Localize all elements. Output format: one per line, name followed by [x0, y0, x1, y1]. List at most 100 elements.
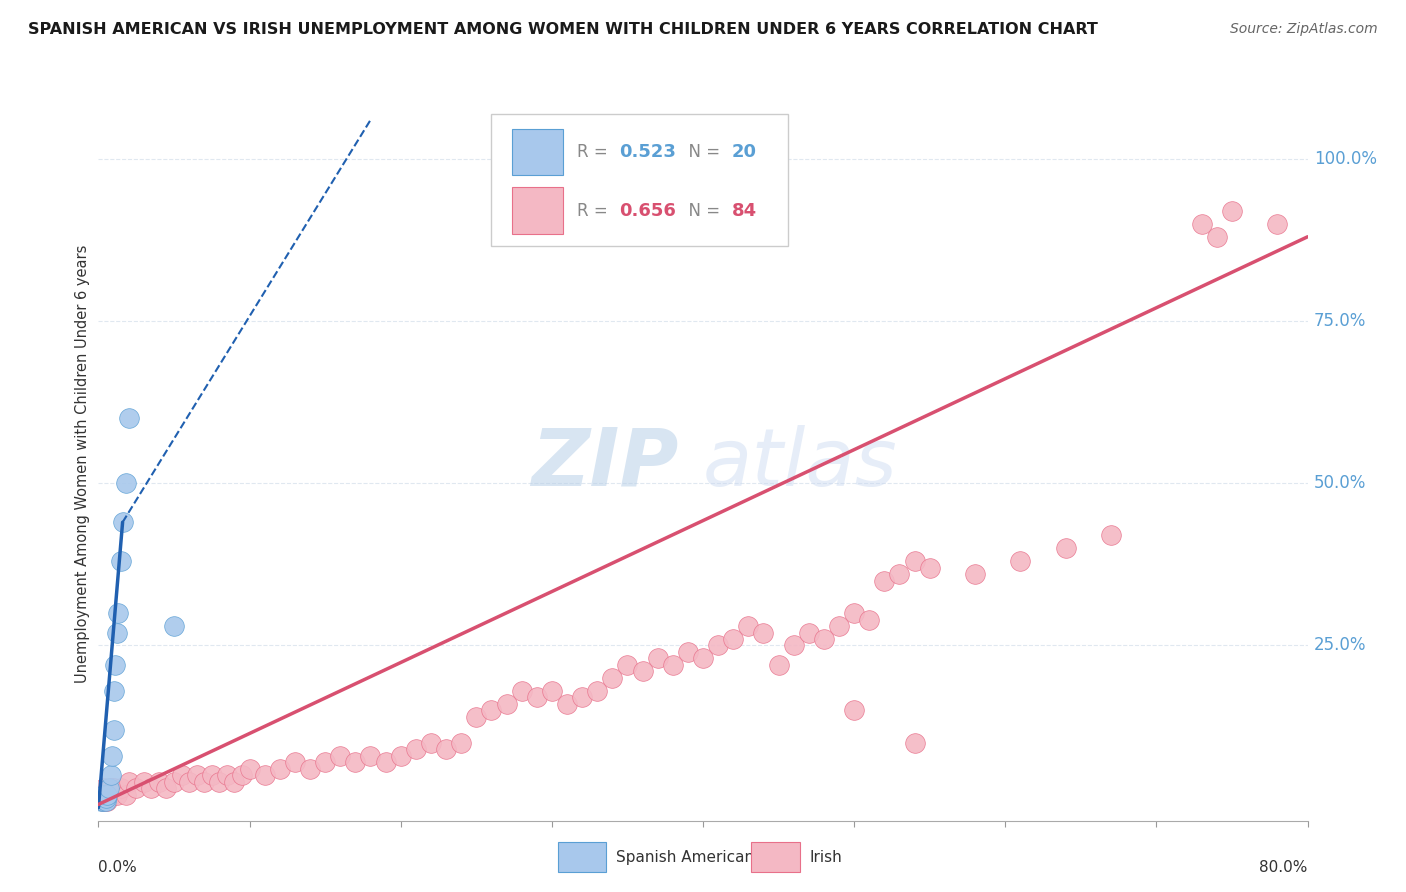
Point	[93, 788, 115, 802]
Text: 50.0%: 50.0%	[1313, 475, 1367, 492]
Point	[602, 671, 624, 685]
Text: 80.0%: 80.0%	[1260, 860, 1308, 875]
Point	[481, 703, 503, 717]
Point	[434, 742, 457, 756]
Y-axis label: Unemployment Among Women with Children Under 6 years: Unemployment Among Women with Children U…	[75, 244, 90, 683]
Point	[103, 684, 125, 698]
Text: R =: R =	[578, 143, 613, 161]
Point	[1010, 554, 1032, 568]
Point	[93, 781, 115, 796]
Point	[284, 756, 307, 770]
Point	[571, 690, 593, 705]
Point	[170, 768, 193, 782]
Point	[201, 768, 224, 782]
Point	[91, 788, 114, 802]
Point	[374, 756, 396, 770]
Point	[329, 748, 352, 763]
Point	[224, 774, 246, 789]
Point	[889, 567, 911, 582]
Text: N =: N =	[678, 143, 725, 161]
Point	[96, 794, 118, 808]
Point	[647, 651, 669, 665]
Point	[114, 476, 136, 491]
Text: 20: 20	[733, 143, 756, 161]
Point	[616, 657, 638, 672]
Point	[389, 748, 412, 763]
Point	[193, 774, 215, 789]
Point	[100, 781, 122, 796]
Point	[465, 710, 488, 724]
Text: SPANISH AMERICAN VS IRISH UNEMPLOYMENT AMONG WOMEN WITH CHILDREN UNDER 6 YEARS C: SPANISH AMERICAN VS IRISH UNEMPLOYMENT A…	[28, 22, 1098, 37]
Point	[94, 794, 117, 808]
Point	[555, 697, 578, 711]
Point	[101, 788, 124, 802]
Point	[858, 613, 880, 627]
Text: 75.0%: 75.0%	[1313, 312, 1367, 330]
Point	[90, 788, 112, 802]
Point	[98, 781, 121, 796]
Point	[540, 684, 562, 698]
Point	[105, 625, 128, 640]
Point	[208, 774, 231, 789]
Text: N =: N =	[678, 202, 725, 219]
Point	[114, 788, 136, 802]
Point	[148, 774, 170, 789]
Point	[661, 657, 683, 672]
Point	[105, 788, 128, 802]
Point	[94, 791, 117, 805]
Point	[344, 756, 367, 770]
Point	[90, 794, 112, 808]
Point	[405, 742, 427, 756]
Point	[873, 574, 896, 588]
Point	[215, 768, 238, 782]
Text: Irish: Irish	[810, 850, 842, 865]
FancyBboxPatch shape	[512, 187, 562, 234]
Point	[510, 684, 533, 698]
Point	[110, 781, 132, 796]
Point	[186, 768, 208, 782]
Point	[1191, 217, 1213, 231]
Point	[1206, 229, 1229, 244]
Point	[91, 794, 114, 808]
FancyBboxPatch shape	[512, 128, 562, 175]
Point	[118, 774, 141, 789]
Point	[721, 632, 744, 646]
Point	[163, 774, 186, 789]
Text: Source: ZipAtlas.com: Source: ZipAtlas.com	[1230, 22, 1378, 37]
Point	[828, 619, 851, 633]
Point	[676, 645, 699, 659]
FancyBboxPatch shape	[751, 842, 800, 872]
Point	[231, 768, 253, 782]
Point	[98, 788, 121, 802]
Point	[768, 657, 790, 672]
Point	[111, 515, 134, 529]
Point	[125, 781, 148, 796]
Text: 0.0%: 0.0%	[98, 860, 138, 875]
FancyBboxPatch shape	[558, 842, 606, 872]
Point	[101, 748, 124, 763]
Text: 0.656: 0.656	[620, 202, 676, 219]
Point	[110, 554, 132, 568]
Point	[918, 560, 941, 574]
Point	[253, 768, 276, 782]
Point	[495, 697, 517, 711]
Text: 25.0%: 25.0%	[1313, 637, 1367, 655]
Point	[692, 651, 714, 665]
Point	[844, 606, 866, 620]
Point	[419, 736, 441, 750]
Point	[904, 554, 927, 568]
Point	[965, 567, 987, 582]
Text: 100.0%: 100.0%	[1313, 150, 1376, 168]
Point	[1265, 217, 1288, 231]
Text: R =: R =	[578, 202, 613, 219]
Point	[103, 781, 125, 796]
Point	[118, 411, 141, 425]
Point	[94, 788, 117, 802]
Point	[269, 762, 291, 776]
Point	[450, 736, 472, 750]
Point	[107, 606, 129, 620]
Point	[782, 639, 804, 653]
Point	[91, 794, 114, 808]
Text: atlas: atlas	[703, 425, 898, 503]
Point	[141, 781, 163, 796]
